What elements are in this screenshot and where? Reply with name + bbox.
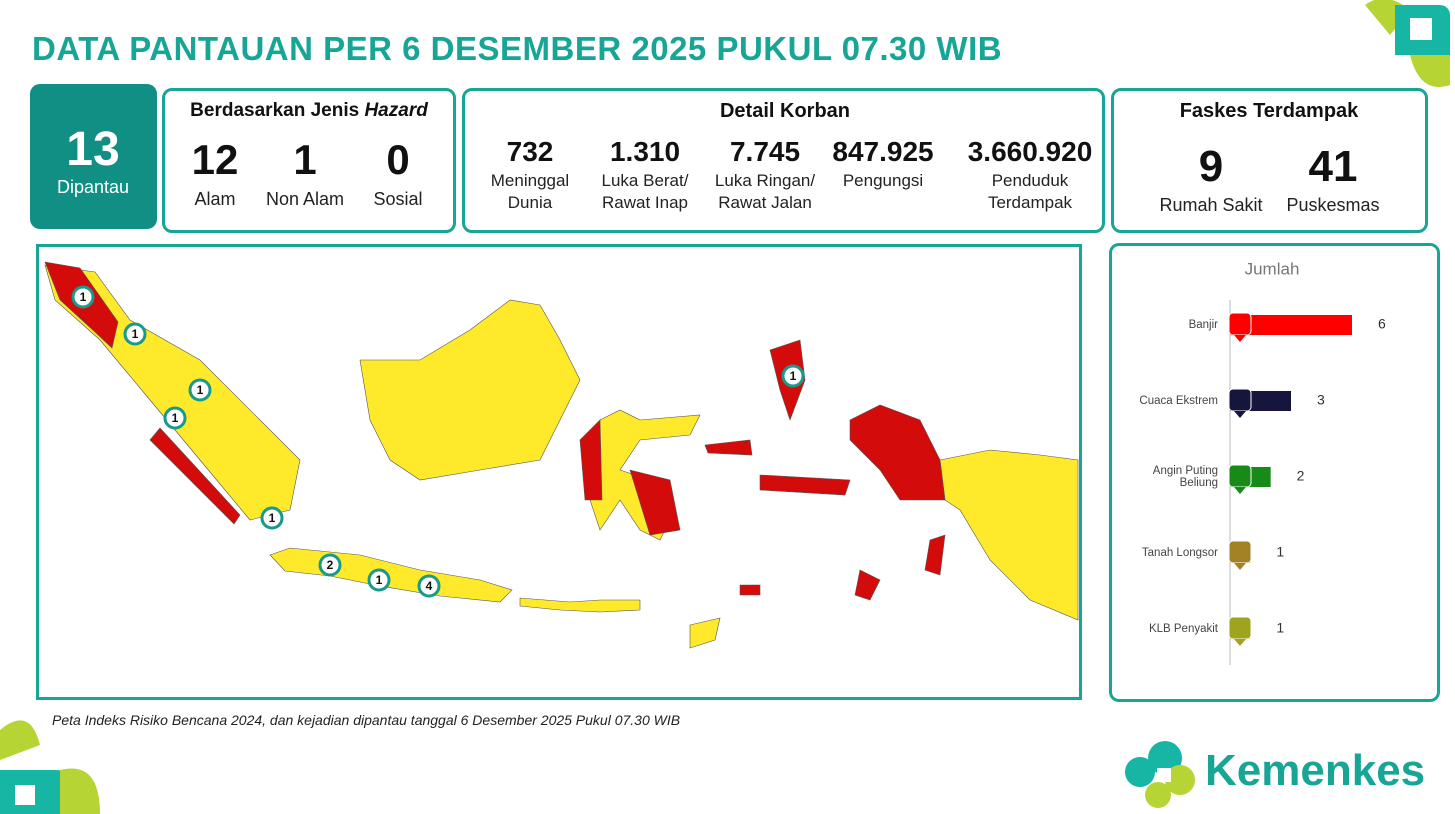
hazard-title-emphasis: Hazard [364, 100, 428, 121]
region-sulawesi-west [579, 419, 603, 501]
event-marker-count: 1 [132, 327, 139, 341]
monitored-card: 13 Dipantau [30, 84, 157, 229]
island-timor [689, 617, 721, 649]
region-sulawesi-southeast [629, 469, 681, 536]
event-marker-count: 1 [172, 411, 179, 425]
stat-label: Penduduk Terdampak [987, 171, 1073, 212]
island-kei [759, 474, 851, 496]
chart-frame [1109, 243, 1440, 702]
event-marker-count: 1 [80, 290, 87, 304]
island-papua [939, 449, 1079, 621]
value-label: 1 [1276, 544, 1284, 560]
stat-label: Alam [194, 189, 236, 209]
stat-value: 1 [293, 136, 317, 183]
event-marker-count: 4 [426, 579, 433, 593]
region-papua-west [849, 404, 946, 501]
island-kalimantan [359, 299, 581, 481]
bar-icon [1228, 388, 1252, 412]
value-label: 6 [1378, 316, 1386, 332]
event-marker-count: 1 [269, 511, 276, 525]
value-label: 1 [1276, 620, 1284, 636]
category-label: Cuaca Ekstrem [1139, 395, 1218, 407]
event-marker-count: 1 [197, 383, 204, 397]
bar-icon [1228, 616, 1252, 640]
stat-value: 9 [1198, 142, 1224, 191]
stat-label: Puskesmas [1286, 195, 1380, 215]
bar-icon [1228, 464, 1252, 488]
corner-logo-bottom [0, 720, 100, 814]
monitored-label: Dipantau [56, 177, 130, 197]
bar-icon-pin [1234, 411, 1246, 418]
victims-title: Detail Korban [719, 100, 851, 122]
event-marker [417, 574, 441, 598]
event-marker [71, 285, 95, 309]
bar-icon-pin [1234, 639, 1246, 646]
value-label: 2 [1297, 468, 1305, 484]
monitored-value: 13 [66, 123, 120, 176]
stat-label: Pengungsi [842, 171, 924, 190]
bar-chart: Jumlah 6 3 2 1 1 [1228, 259, 1386, 665]
stat-value: 12 [191, 136, 239, 183]
kemenkes-logo-mark [1125, 741, 1195, 808]
stat-value: 1.310 [609, 136, 681, 167]
bar [1230, 315, 1352, 335]
stat-label: Meninggal Dunia [490, 171, 570, 212]
bar-icon-pin [1234, 563, 1246, 570]
stat-value: 7.745 [729, 136, 801, 167]
event-marker [318, 553, 342, 577]
category-label: KLB Penyakit [1148, 623, 1218, 635]
stat-label: Rumah Sakit [1159, 195, 1263, 215]
island-tanimbar [854, 569, 881, 601]
bar-icon-pin [1234, 487, 1246, 494]
event-marker [163, 406, 187, 430]
facilities-title: Faskes Terdampak [1179, 100, 1359, 122]
stat-label: Luka Ringan/ Rawat Jalan [714, 171, 816, 212]
category-label: Tanah Longsor [1141, 547, 1218, 559]
stat-label: Sosial [373, 189, 423, 209]
event-marker [781, 364, 805, 388]
event-marker [367, 568, 391, 592]
stat-value: 3.660.920 [967, 136, 1093, 167]
event-marker-count: 2 [327, 558, 334, 572]
category-label: Banjir [1188, 319, 1218, 331]
value-label: 3 [1317, 392, 1325, 408]
island-nusa [519, 597, 641, 613]
stat-label: Non Alam [265, 189, 345, 209]
hazard-title-text: Berdasarkan Jenis [190, 100, 360, 121]
region-west-coast [149, 427, 241, 525]
stat-value: 0 [386, 136, 410, 183]
hazard-card: Berdasarkan Jenis Hazard [162, 88, 456, 233]
risk-map: 1 1 1 1 1 2 1 4 1 [44, 261, 1079, 649]
hazard-title: Berdasarkan Jenis Hazard [190, 100, 428, 122]
island-small [739, 584, 761, 596]
logo-text: Kemenkes [1205, 746, 1426, 795]
bar-icon-pin [1234, 335, 1246, 342]
stat-label: Luka Berat/ Rawat Inap [601, 171, 689, 212]
facilities-card: Faskes Terdampak [1111, 88, 1428, 233]
victims-card: Detail Korban [462, 88, 1105, 233]
island-seram [704, 439, 753, 456]
stat-value: 41 [1308, 142, 1358, 191]
bar-icon [1228, 312, 1252, 336]
event-marker-count: 1 [790, 369, 797, 383]
event-marker [188, 378, 212, 402]
corner-logo-top [1365, 0, 1450, 87]
stat-value: 847.925 [832, 136, 934, 167]
event-marker [123, 322, 147, 346]
event-marker-count: 1 [376, 573, 383, 587]
map-frame [36, 244, 1082, 700]
region-papua-south [924, 534, 946, 576]
category-label: Angin Puting Beliung [1152, 465, 1218, 489]
chart-title: Jumlah [1245, 259, 1300, 278]
page-title: DATA PANTAUAN PER 6 DESEMBER 2025 PUKUL … [32, 30, 1003, 67]
bar-icon [1228, 540, 1252, 564]
stat-value: 732 [506, 136, 554, 167]
event-marker [260, 506, 284, 530]
map-caption: Peta Indeks Risiko Bencana 2024, dan kej… [52, 712, 681, 728]
